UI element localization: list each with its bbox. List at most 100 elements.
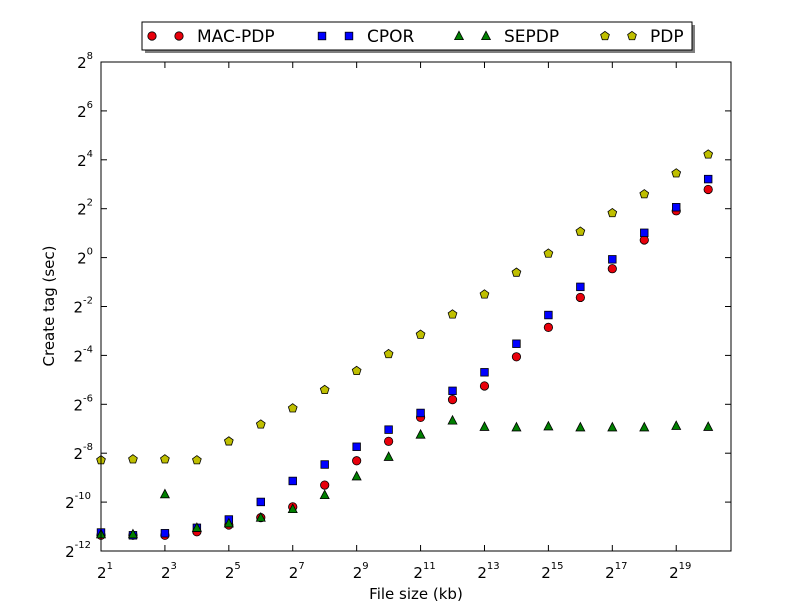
y-tick-label: 20: [77, 247, 93, 268]
data-point: [127, 528, 139, 539]
x-tick-label: 25: [225, 561, 241, 582]
data-point: [575, 226, 586, 236]
data-point: [192, 455, 202, 465]
data-point: [128, 454, 138, 464]
data-point: [575, 421, 586, 432]
data-point: [639, 421, 650, 432]
legend-label: SEPDP: [504, 27, 559, 47]
x-tick-label: 217: [605, 561, 627, 582]
data-point: [383, 451, 394, 461]
data-point: [319, 384, 330, 394]
axes: 21 23 25 27 29 211 213 215 217 219 2-12 2-10 2-8 2-6 2…: [65, 51, 732, 582]
data-point: [320, 480, 330, 490]
data-point: [352, 456, 362, 466]
plot-frame: [100, 61, 732, 552]
x-tick-label: 21: [97, 561, 113, 582]
data-point: [255, 511, 266, 522]
legend-marker: [600, 30, 610, 41]
data-point: [479, 381, 490, 391]
legend: MAC-PDP CPOR SEPDP PDP: [141, 21, 695, 53]
data-point: [448, 386, 457, 396]
x-tick-label: 27: [289, 561, 305, 582]
x-tick-label: 211: [413, 561, 435, 582]
x-tick-label: 29: [353, 561, 369, 582]
series-cpor: [96, 174, 713, 540]
data-point: [511, 421, 522, 432]
series-mac-pdp: [96, 184, 713, 540]
data-point: [479, 289, 490, 299]
data-point: [671, 420, 682, 430]
data-point: [544, 310, 553, 320]
y-tick-label: 22: [77, 198, 93, 219]
data-point: [352, 442, 361, 451]
y-tick-label: 24: [77, 149, 93, 170]
data-point: [575, 292, 585, 303]
data-point: [640, 228, 649, 238]
data-point: [543, 248, 554, 258]
data-point: [288, 476, 297, 486]
data-point: [608, 255, 617, 264]
data-point: [607, 207, 618, 218]
data-point: [607, 264, 617, 274]
data-point: [447, 394, 458, 405]
data-point: [256, 497, 265, 507]
data-point: [383, 348, 394, 359]
data-point: [512, 339, 521, 348]
data-point: [639, 189, 650, 199]
data-point: [703, 184, 713, 195]
y-tick-label: 2-2: [73, 296, 93, 317]
data-point: [703, 421, 714, 431]
y-tick-label: 2-10: [65, 491, 91, 512]
data-point: [511, 352, 522, 362]
legend-marker: [317, 31, 327, 41]
x-tick-label: 213: [477, 561, 499, 582]
data-point: [416, 408, 425, 418]
legend-marker: [147, 31, 157, 41]
data-point: [543, 322, 553, 333]
data-point: [447, 414, 458, 425]
data-point: [160, 454, 170, 464]
data-point: [384, 425, 393, 434]
data-point: [607, 421, 618, 432]
data-point: [223, 436, 234, 446]
data-point: [415, 428, 426, 439]
data-point: [480, 368, 489, 377]
y-tick-label: 2-4: [73, 344, 93, 365]
data-point: [543, 420, 554, 431]
legend-label: CPOR: [367, 27, 415, 47]
data-point: [287, 503, 298, 514]
data-point: [511, 267, 522, 277]
data-point: [255, 419, 266, 429]
data-point: [703, 174, 713, 184]
data-point: [319, 489, 330, 500]
y-tick-label: 26: [77, 100, 93, 121]
data-point: [159, 488, 170, 499]
legend-label: MAC-PDP: [197, 27, 275, 47]
data-point: [479, 421, 490, 431]
data-point: [191, 522, 202, 532]
y-axis-label: Create tag (sec): [40, 246, 58, 367]
data-point: [576, 282, 585, 292]
y-tick-label: 2-12: [65, 540, 91, 561]
data-point: [287, 403, 298, 413]
x-axis-label: File size (kb): [369, 585, 463, 603]
series-sepdp: [95, 414, 714, 539]
y-tick-label: 2-8: [73, 442, 93, 463]
plot-area: [95, 149, 714, 540]
data-point: [639, 235, 649, 245]
data-point: [351, 470, 362, 481]
data-point: [384, 436, 394, 446]
series-pdp: [96, 149, 714, 465]
legend-marker: [627, 30, 637, 41]
legend-marker: [480, 30, 492, 40]
data-point: [160, 529, 170, 538]
x-tick-label: 23: [161, 561, 177, 582]
data-point: [672, 203, 681, 212]
legend-box: [141, 21, 693, 51]
data-point: [415, 329, 426, 339]
data-point: [351, 365, 362, 376]
data-point: [703, 149, 714, 159]
data-point: [447, 309, 458, 319]
data-point: [223, 517, 234, 528]
